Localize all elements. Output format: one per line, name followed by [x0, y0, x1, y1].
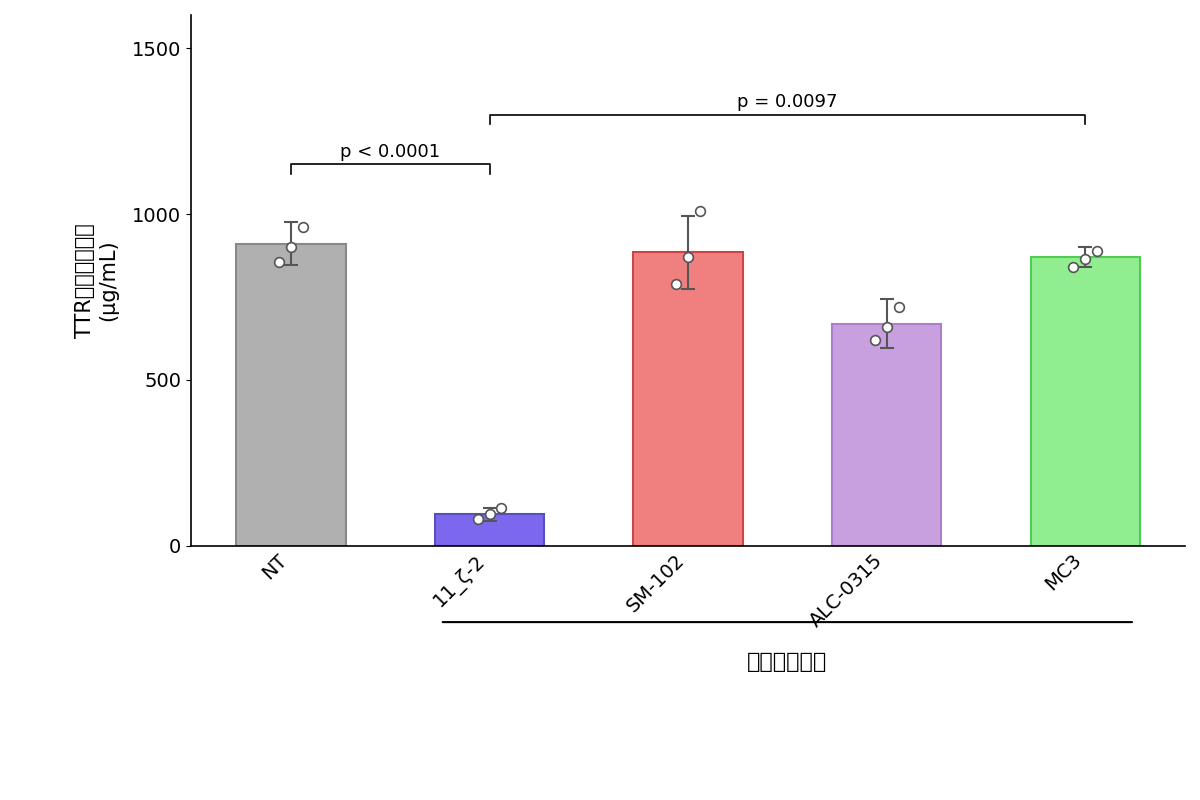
Bar [236, 244, 346, 546]
Text: p < 0.0001: p < 0.0001 [340, 143, 440, 161]
Text: イオン化脰質: イオン化脰質 [748, 652, 828, 672]
Y-axis label: TTRタンパク質量
(μg/mL): TTRタンパク質量 (μg/mL) [74, 223, 118, 338]
Bar [634, 252, 743, 546]
Bar [1031, 257, 1140, 546]
Text: p = 0.0097: p = 0.0097 [737, 94, 838, 111]
Bar [434, 514, 544, 546]
Bar [832, 323, 941, 546]
